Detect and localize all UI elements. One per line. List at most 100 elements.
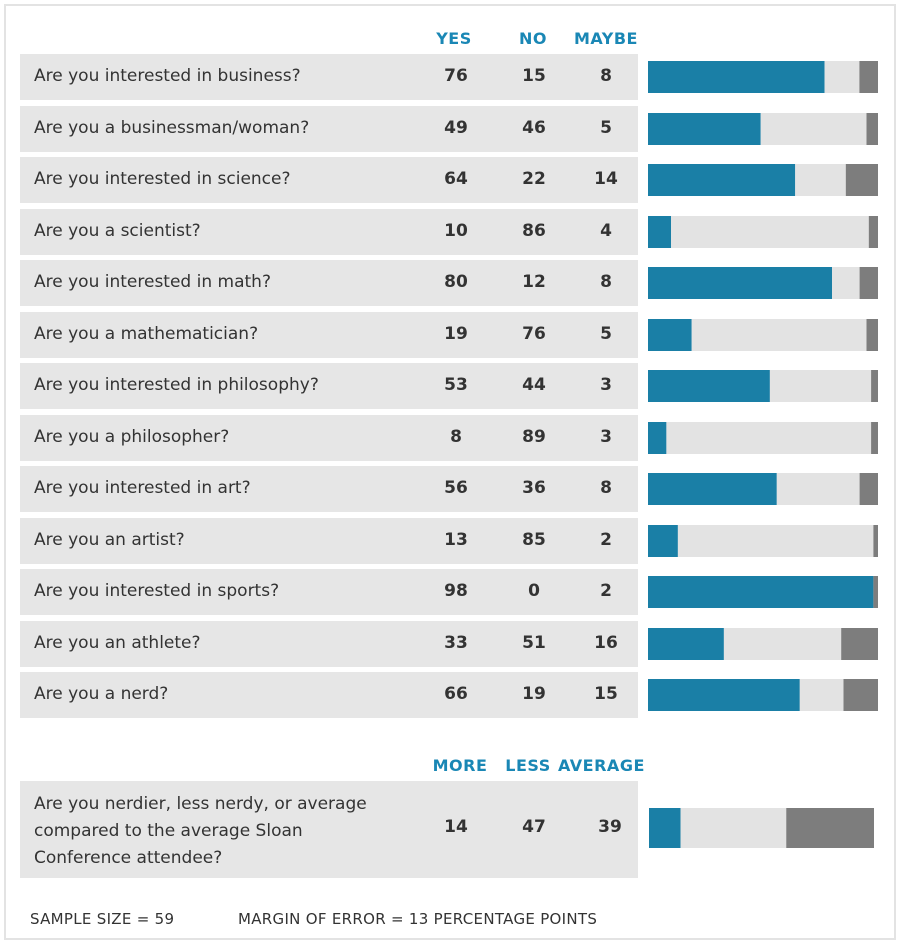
yes-value: 76 <box>444 66 468 86</box>
bar-segment-yes <box>648 679 800 711</box>
summary-more-value: 14 <box>444 817 468 837</box>
no-value: 0 <box>528 581 540 601</box>
header-more: MORE <box>432 756 488 775</box>
question-text: Are you interested in art? <box>34 478 251 498</box>
table-row: Are you a nerd? 66 19 15 <box>20 672 638 718</box>
table-row: Are you interested in math? 80 12 8 <box>20 260 638 306</box>
bar-segment-maybe <box>859 267 878 299</box>
bar-segment-maybe <box>871 422 878 454</box>
bar-segment-yes <box>648 164 796 196</box>
table-row: Are you a businessman/woman? 49 46 5 <box>20 106 638 152</box>
no-value: 12 <box>522 272 546 292</box>
bar-segment-yes <box>648 576 874 608</box>
table-row: Are you interested in art? 56 36 8 <box>20 466 638 512</box>
question-text: Are you an athlete? <box>34 633 201 653</box>
bar-segment-no <box>723 628 842 660</box>
yes-value: 13 <box>444 530 468 550</box>
bar-segment-no <box>776 473 860 505</box>
question-text: Are you a mathematician? <box>34 324 259 344</box>
yes-value: 64 <box>444 169 468 189</box>
yes-value: 98 <box>444 581 468 601</box>
bar-segment-average <box>786 808 874 848</box>
maybe-value: 2 <box>600 581 612 601</box>
question-text: Are you a businessman/woman? <box>34 118 310 138</box>
no-value: 15 <box>522 66 546 86</box>
bar-segment-no <box>769 370 872 402</box>
summary-question: Are you nerdier, less nerdy, or average … <box>34 791 367 872</box>
yes-value: 33 <box>444 633 468 653</box>
no-value: 89 <box>522 427 546 447</box>
no-value: 46 <box>522 118 546 138</box>
bar-segment-no <box>671 216 869 248</box>
maybe-value: 3 <box>600 427 612 447</box>
question-text: Are you a philosopher? <box>34 427 230 447</box>
summary-less-value: 47 <box>522 817 546 837</box>
summary-question-line: Are you nerdier, less nerdy, or average <box>34 794 367 814</box>
bar-segment-yes <box>648 473 777 505</box>
summary-question-line: compared to the average Sloan <box>34 821 303 841</box>
no-value: 76 <box>522 324 546 344</box>
question-text: Are you interested in math? <box>34 272 271 292</box>
no-value: 22 <box>522 169 546 189</box>
summary-question-line: Conference attendee? <box>34 848 223 868</box>
bar-segment-no <box>799 679 844 711</box>
chart-frame <box>4 4 896 940</box>
yes-value: 56 <box>444 478 468 498</box>
bar-segment-yes <box>648 525 678 557</box>
bar-segment-maybe <box>845 164 878 196</box>
bar-segment-maybe <box>871 370 878 402</box>
yes-value: 80 <box>444 272 468 292</box>
header-yes: YES <box>436 29 472 48</box>
question-text: Are you an artist? <box>34 530 185 550</box>
maybe-value: 2 <box>600 530 612 550</box>
maybe-value: 5 <box>600 324 612 344</box>
bar-segment-no <box>677 525 874 557</box>
yes-value: 10 <box>444 221 468 241</box>
bar-segment-maybe <box>868 216 878 248</box>
bar-segment-maybe <box>866 113 878 145</box>
bar-segment-no <box>666 422 872 454</box>
question-text: Are you a nerd? <box>34 684 169 704</box>
maybe-value: 8 <box>600 478 612 498</box>
maybe-value: 15 <box>594 684 618 704</box>
maybe-value: 8 <box>600 272 612 292</box>
bar-segment-maybe <box>866 319 878 351</box>
question-text: Are you interested in business? <box>34 66 301 86</box>
table-row: Are you a scientist? 10 86 4 <box>20 209 638 255</box>
header-less: LESS <box>505 756 551 775</box>
bar-segment-no <box>691 319 867 351</box>
bar-segment-no <box>832 267 860 299</box>
yes-value: 49 <box>444 118 468 138</box>
bar-segment-yes <box>648 61 825 93</box>
table-row: Are you interested in business? 76 15 8 <box>20 54 638 100</box>
yes-value: 53 <box>444 375 468 395</box>
yes-value: 8 <box>450 427 462 447</box>
header-average: AVERAGE <box>558 756 645 775</box>
bar-segment-maybe <box>841 628 878 660</box>
margin-of-error: MARGIN OF ERROR = 13 PERCENTAGE POINTS <box>238 910 598 928</box>
table-row: Are you a philosopher? 8 89 3 <box>20 415 638 461</box>
bar-segment-more <box>649 808 681 848</box>
bar-segment-maybe <box>859 473 878 505</box>
yes-value: 66 <box>444 684 468 704</box>
no-value: 19 <box>522 684 546 704</box>
no-value: 51 <box>522 633 546 653</box>
summary-row: Are you nerdier, less nerdy, or average … <box>20 781 638 878</box>
bar-segment-maybe <box>873 525 878 557</box>
bar-segment-no <box>795 164 846 196</box>
no-value: 36 <box>522 478 546 498</box>
bar-segment-maybe <box>873 576 878 608</box>
table-row: Are you an athlete? 33 51 16 <box>20 621 638 667</box>
yes-value: 19 <box>444 324 468 344</box>
question-text: Are you interested in science? <box>34 169 291 189</box>
maybe-value: 16 <box>594 633 618 653</box>
bar-segment-yes <box>648 216 671 248</box>
maybe-value: 8 <box>600 66 612 86</box>
bar-segment-yes <box>648 628 724 660</box>
question-text: Are you interested in sports? <box>34 581 280 601</box>
maybe-value: 4 <box>600 221 612 241</box>
bar-segment-no <box>824 61 860 93</box>
question-text: Are you a scientist? <box>34 221 201 241</box>
summary-average-value: 39 <box>598 817 622 837</box>
